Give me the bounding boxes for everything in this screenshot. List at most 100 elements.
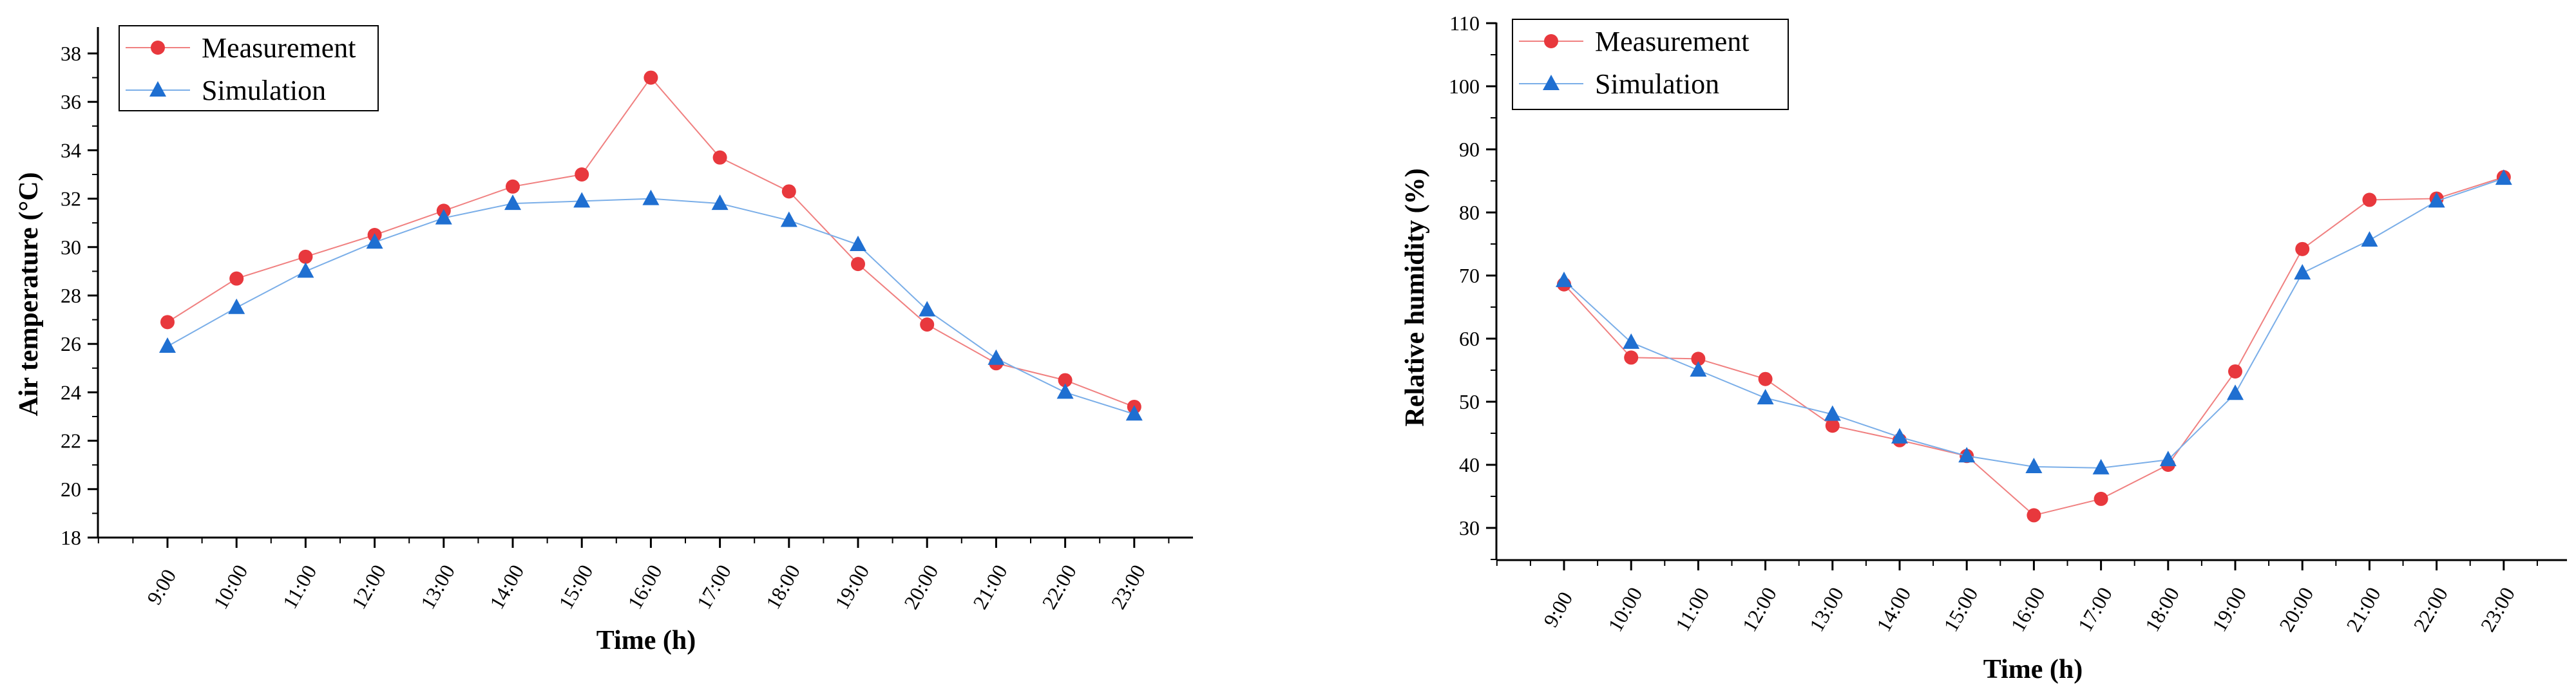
temperature-x-tick-label: 10:00 — [209, 561, 253, 613]
temperature-x-tick-label: 20:00 — [899, 561, 943, 613]
humidity-simulation-point — [1623, 333, 1640, 349]
temperature-simulation-point — [642, 189, 660, 205]
humidity-y-tick-label: 80 — [1459, 201, 1480, 224]
humidity-simulation-point — [1556, 271, 1572, 287]
humidity-x-axis-title: Time (h) — [1983, 655, 2083, 684]
humidity-x-tick-label: 10:00 — [1603, 583, 1647, 635]
humidity-measurement-point — [1758, 371, 1773, 386]
humidity-y-tick-label: 60 — [1459, 327, 1480, 350]
temperature-y-tick-label: 22 — [61, 429, 81, 453]
humidity-y-axis-title: Relative humidity (%) — [1400, 168, 1430, 426]
humidity-y-tick-label: 110 — [1449, 12, 1480, 35]
temperature-x-tick-label: 12:00 — [347, 561, 390, 613]
humidity-x-tick-label: 22:00 — [2409, 583, 2452, 635]
temperature-x-tick-label: 21:00 — [968, 561, 1012, 613]
temperature-simulation-point — [780, 211, 797, 227]
temperature-legend-simulation-marker — [149, 81, 166, 97]
humidity-simulation-point — [1824, 405, 1841, 421]
temperature-legend-simulation-label: Simulation — [202, 75, 326, 106]
humidity-simulation-point — [2495, 169, 2512, 185]
temperature-x-tick-label: 23:00 — [1106, 561, 1150, 613]
humidity-measurement-point — [2094, 491, 2108, 506]
humidity-simulation-point — [1891, 427, 1908, 444]
temperature-y-tick-label: 30 — [61, 236, 81, 259]
humidity-y-tick-label: 30 — [1459, 516, 1480, 539]
humidity-simulation-point — [2428, 192, 2445, 208]
temperature-y-tick-label: 20 — [61, 478, 81, 501]
temperature-simulation-line — [167, 198, 1135, 415]
temperature-simulation-point — [159, 337, 176, 353]
humidity-measurement-point — [2295, 241, 2310, 256]
temperature-y-tick-label: 38 — [61, 42, 81, 65]
humidity-legend-simulation-label: Simulation — [1595, 68, 1719, 100]
temperature-y-tick-label: 32 — [61, 187, 81, 211]
humidity-x-tick-label: 23:00 — [2476, 583, 2519, 635]
humidity-x-tick-label: 15:00 — [1939, 583, 1983, 635]
temperature-x-tick-label: 14:00 — [485, 561, 529, 613]
humidity-x-tick-label: 19:00 — [2208, 583, 2251, 635]
humidity-simulation-point — [2361, 231, 2378, 247]
temperature-y-tick-label: 24 — [61, 380, 81, 404]
humidity-x-tick-label: 18:00 — [2140, 583, 2184, 635]
temperature-measurement-point — [920, 317, 935, 332]
humidity-measurement-point — [1691, 352, 1706, 366]
temperature-x-tick-label: 17:00 — [692, 561, 736, 613]
temperature-simulation-point — [1125, 405, 1143, 421]
humidity-y-tick-label: 40 — [1459, 453, 1480, 476]
temperature-y-tick-label: 36 — [61, 90, 81, 113]
temperature-x-tick-label: 16:00 — [623, 561, 667, 613]
humidity-x-tick-label: 14:00 — [1872, 583, 1916, 635]
humidity-x-tick-label: 9:00 — [1539, 588, 1578, 631]
humidity-x-tick-label: 17:00 — [2073, 583, 2117, 635]
temperature-measurement-point — [644, 70, 658, 85]
temperature-simulation-point — [228, 298, 245, 314]
humidity-simulation-point — [2092, 458, 2110, 474]
humidity-legend-box — [1512, 19, 1789, 110]
humidity-y-tick-label: 90 — [1459, 138, 1480, 161]
humidity-x-tick-label: 20:00 — [2275, 583, 2318, 635]
humidity-measurement-point — [2228, 364, 2242, 379]
temperature-x-tick-label: 15:00 — [554, 561, 598, 613]
temperature-measurement-line — [167, 76, 1135, 408]
humidity-measurement-point — [1825, 418, 1840, 433]
humidity-chart: Time (h) Relative humidity (%) 30 40 50 60 7… — [1400, 12, 2567, 684]
humidity-y-tick-label: 100 — [1449, 75, 1480, 98]
temperature-simulation-point — [435, 209, 452, 225]
temperature-measurement-point — [575, 167, 589, 182]
humidity-simulation-point — [2227, 384, 2244, 400]
temperature-simulation-point — [919, 301, 936, 317]
humidity-simulation-point — [1757, 389, 1774, 405]
temperature-simulation-point — [987, 349, 1005, 365]
temperature-x-tick-label: 22:00 — [1037, 561, 1081, 613]
humidity-simulation-line — [1563, 178, 2504, 469]
temperature-simulation-point — [504, 194, 521, 211]
humidity-legend-measurement-marker — [1544, 34, 1558, 48]
temperature-x-tick-label: 19:00 — [830, 561, 874, 613]
temperature-y-tick-label: 26 — [61, 332, 81, 355]
temperature-simulation-point — [711, 194, 729, 211]
temperature-x-tick-label: 13:00 — [415, 561, 459, 613]
temperature-measurement-point — [506, 179, 520, 194]
temperature-x-tick-label: 9:00 — [142, 565, 181, 608]
humidity-x-tick-label: 11:00 — [1670, 583, 1713, 635]
humidity-y-tick-label: 70 — [1459, 264, 1480, 287]
temperature-measurement-point — [851, 257, 865, 272]
humidity-x-tick-label: 12:00 — [1737, 583, 1781, 635]
humidity-simulation-point — [2025, 457, 2043, 473]
temperature-simulation-point — [297, 262, 314, 278]
temperature-measurement-point — [298, 249, 313, 264]
humidity-simulation-point — [2294, 264, 2311, 280]
temperature-legend-measurement-marker — [151, 41, 165, 55]
temperature-y-axis-title: Air temperature (°C) — [14, 172, 44, 416]
humidity-x-tick-label: 16:00 — [2006, 583, 2050, 635]
temperature-x-axis-title: Time (h) — [596, 626, 696, 655]
humidity-y-tick-label: 50 — [1459, 390, 1480, 413]
temperature-simulation-point — [573, 192, 591, 208]
humidity-measurement-point — [2027, 508, 2041, 523]
humidity-simulation-point — [2159, 451, 2177, 467]
temperature-measurement-point — [229, 271, 244, 286]
temperature-x-tick-label: 18:00 — [761, 561, 805, 613]
temperature-measurement-point — [1058, 373, 1073, 388]
temperature-y-tick-label: 34 — [61, 138, 81, 162]
